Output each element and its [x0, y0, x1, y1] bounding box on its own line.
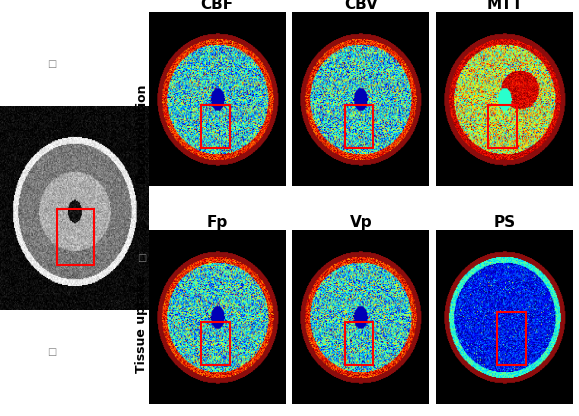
Text: □: □ — [47, 59, 57, 69]
Title: Vp: Vp — [350, 215, 372, 230]
Text: Tissue uptake: Tissue uptake — [135, 276, 148, 373]
Bar — [57, 208, 94, 265]
Title: Fp: Fp — [207, 215, 228, 230]
Title: PS: PS — [494, 215, 516, 230]
Bar — [201, 105, 230, 148]
Text: □: □ — [47, 347, 57, 357]
Bar — [201, 322, 230, 365]
Bar — [345, 322, 373, 365]
Title: MTT: MTT — [486, 0, 523, 12]
Bar — [345, 105, 373, 148]
Text: □: □ — [137, 253, 146, 263]
Bar — [497, 312, 526, 365]
Text: Deconvolution: Deconvolution — [135, 83, 148, 183]
Bar — [488, 105, 517, 148]
Title: CBF: CBF — [200, 0, 234, 12]
Title: CBV: CBV — [344, 0, 378, 12]
